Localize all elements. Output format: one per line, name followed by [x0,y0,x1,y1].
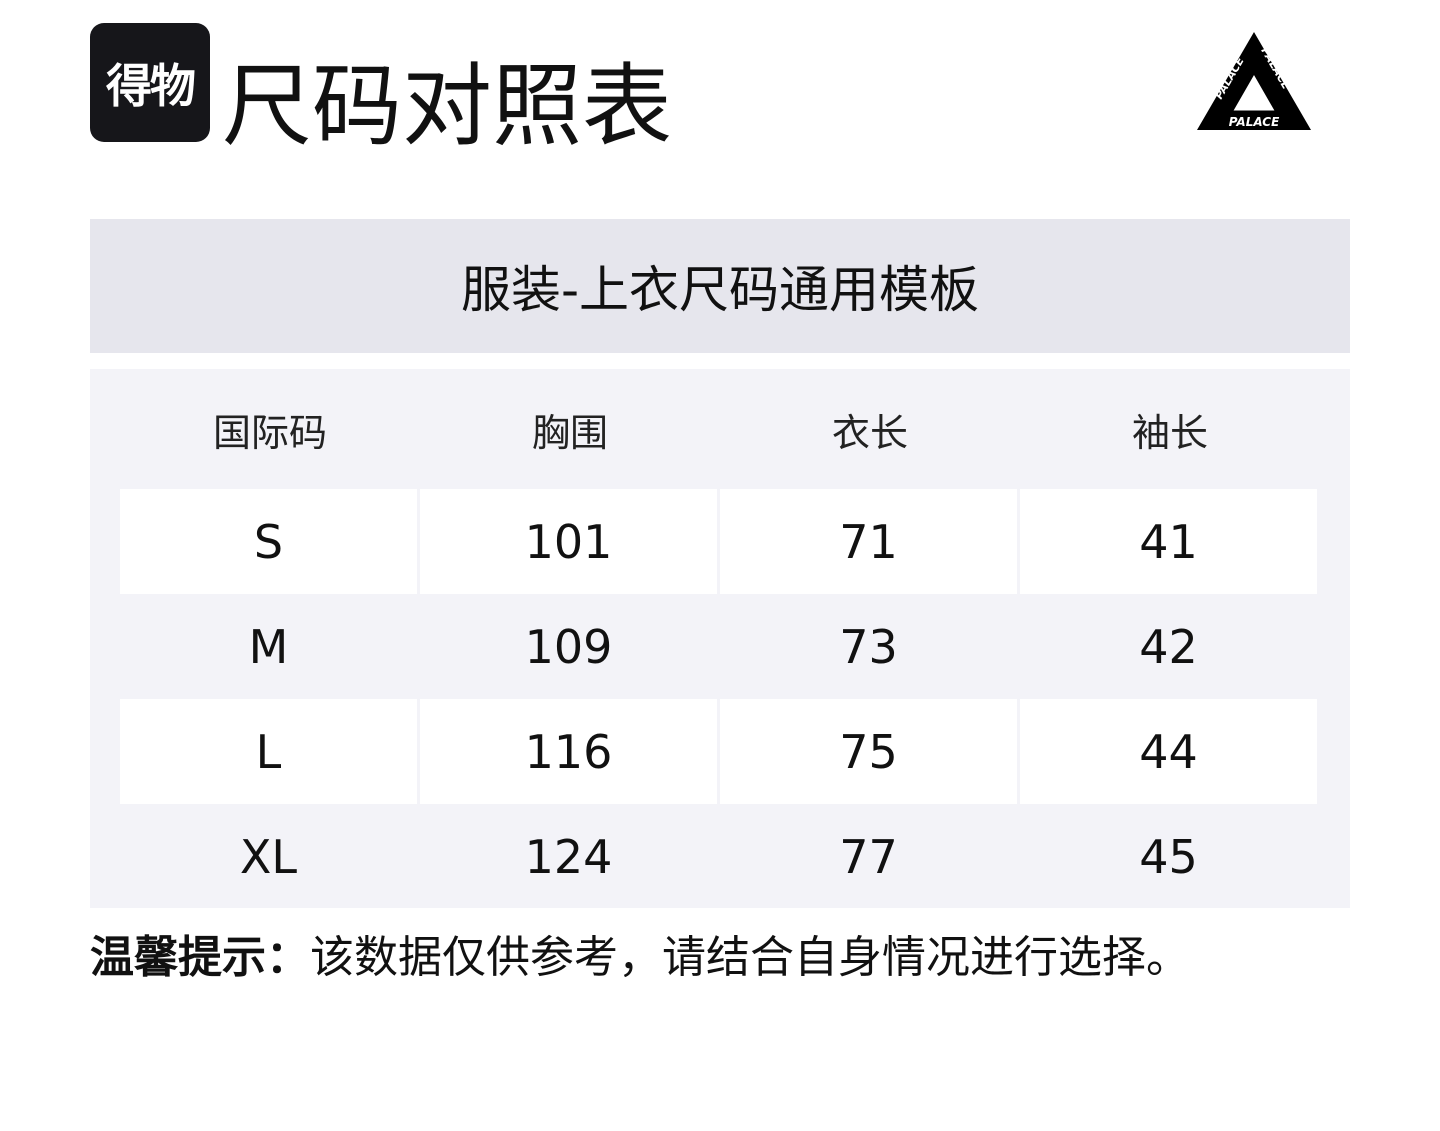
table-cell: 41 [1020,489,1317,594]
table-cell: 116 [420,699,717,804]
table-row: S 101 71 41 [120,489,1317,594]
table-caption: 服装-上衣尺码通用模板 [90,219,1350,353]
column-header: 胸围 [531,410,608,455]
column-header: 衣长 [831,410,908,455]
size-table: 国际码 胸围 衣长 袖长 S 101 71 41 M 109 73 42 L 1… [90,369,1350,908]
table-row: M 109 73 42 [120,594,1317,699]
column-header: 袖长 [1131,410,1208,455]
table-cell: M [248,619,289,674]
page-title: 尺码对照表 [222,54,672,159]
table-row: XL 124 77 45 [120,804,1317,909]
tip-note: 温馨提示：该数据仅供参考，请结合自身情况进行选择。 [90,928,1190,988]
table-cell: 75 [720,699,1017,804]
palace-logo: PALACE PALACE PALACE [1197,32,1311,130]
table-cell: L [120,699,417,804]
table-cell: 42 [1139,619,1198,674]
table-cell: 71 [720,489,1017,594]
table-cell: 44 [1020,699,1317,804]
table-cell: 101 [420,489,717,594]
column-header: 国际码 [212,410,327,455]
table-row: L 116 75 44 [120,699,1317,804]
table-cell: 124 [524,829,613,884]
tip-label: 温馨提示： [90,932,310,983]
table-cell: 45 [1139,829,1198,884]
table-cell: S [120,489,417,594]
table-cell: XL [239,829,298,884]
svg-text:PALACE: PALACE [1229,115,1280,129]
tip-text: 该数据仅供参考，请结合自身情况进行选择。 [310,932,1190,983]
table-cell: 109 [524,619,613,674]
table-cell: 77 [839,829,898,884]
table-cell: 73 [839,619,898,674]
dewu-logo: 得物 [90,23,210,142]
